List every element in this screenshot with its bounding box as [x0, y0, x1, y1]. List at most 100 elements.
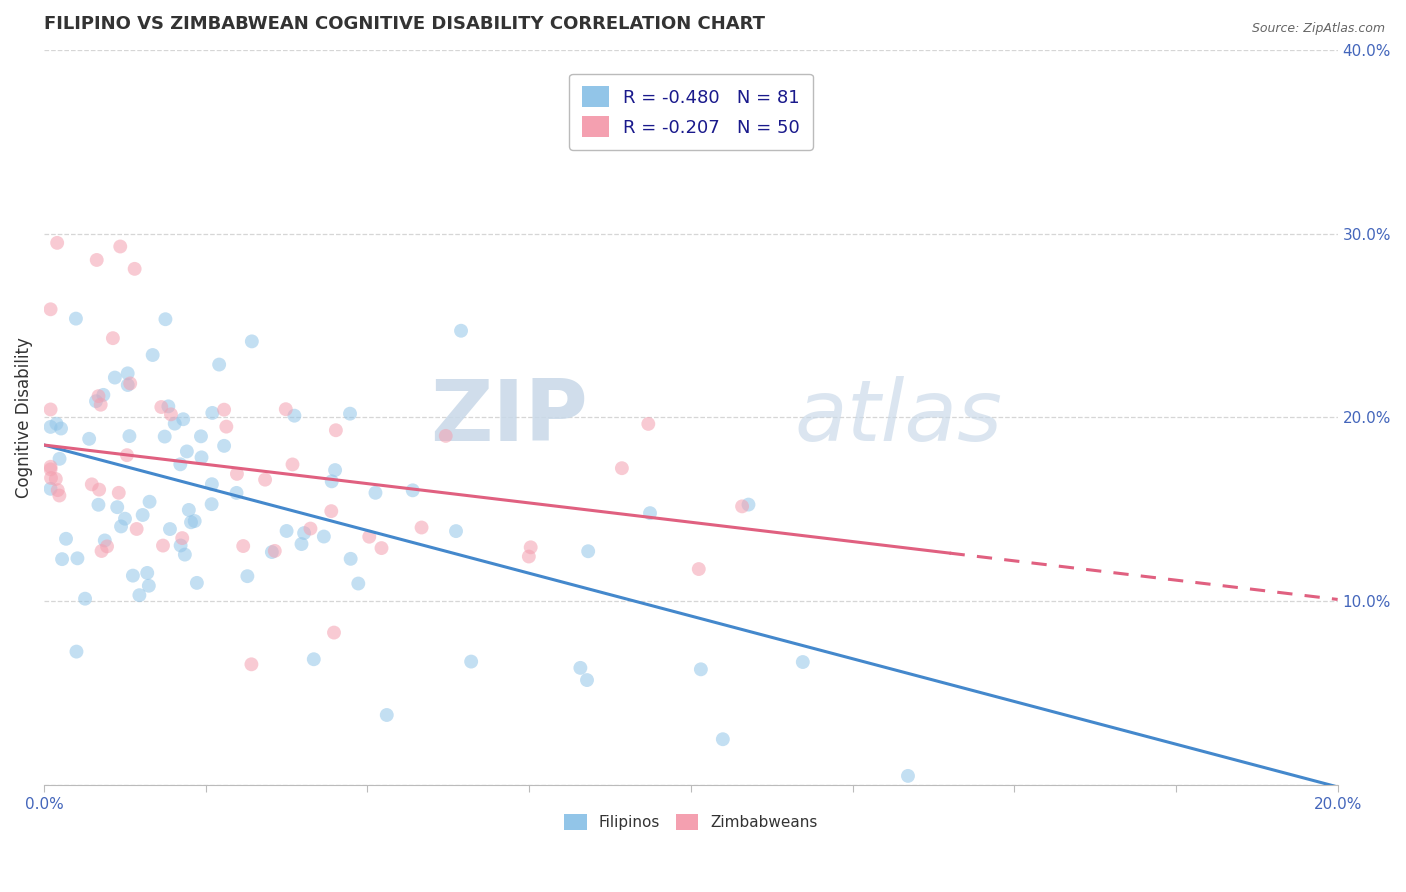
Point [163, 417, 186, 431]
Text: atlas: atlas [794, 376, 1002, 459]
Point [283, 409, 305, 423]
Point [87, 498, 110, 512]
Point [711, 732, 734, 747]
Point [155, 312, 177, 326]
Point [172, 412, 194, 426]
Point [402, 483, 425, 498]
Point [208, 358, 231, 372]
Point [302, 652, 325, 666]
Point [110, 519, 132, 533]
Point [172, 531, 194, 545]
Point [104, 370, 127, 384]
Point [576, 673, 599, 687]
Point [240, 334, 263, 349]
Point [519, 541, 541, 555]
Point [190, 450, 212, 465]
Point [411, 520, 433, 534]
Point [39, 402, 62, 417]
Point [180, 516, 202, 530]
Point [39, 420, 62, 434]
Point [517, 549, 540, 564]
Point [157, 400, 180, 414]
Point [51, 552, 73, 566]
Point [101, 331, 124, 345]
Point [48, 489, 70, 503]
Point [450, 324, 472, 338]
Point [225, 486, 247, 500]
Point [576, 544, 599, 558]
Point [39, 302, 62, 317]
Point [55, 532, 77, 546]
Point [89, 483, 111, 497]
Point [347, 576, 370, 591]
Point [118, 429, 141, 443]
Legend: Filipinos, Zimbabweans: Filipinos, Zimbabweans [558, 808, 824, 837]
Point [215, 419, 238, 434]
Point [122, 568, 145, 582]
Point [281, 458, 304, 472]
Point [90, 398, 112, 412]
Point [117, 378, 139, 392]
Point [39, 482, 62, 496]
Text: FILIPINO VS ZIMBABWEAN COGNITIVE DISABILITY CORRELATION CHART: FILIPINO VS ZIMBABWEAN COGNITIVE DISABIL… [44, 15, 765, 33]
Point [254, 473, 277, 487]
Point [321, 475, 343, 489]
Text: Source: ZipAtlas.com: Source: ZipAtlas.com [1251, 22, 1385, 36]
Point [292, 526, 315, 541]
Point [90, 544, 112, 558]
Point [312, 529, 335, 543]
Point [325, 423, 347, 437]
Point [460, 655, 482, 669]
Point [125, 522, 148, 536]
Point [226, 467, 249, 481]
Point [370, 541, 392, 555]
Point [276, 524, 298, 538]
Point [364, 485, 387, 500]
Point [169, 539, 191, 553]
Point [150, 400, 173, 414]
Point [142, 348, 165, 362]
Point [201, 477, 224, 491]
Point [152, 539, 174, 553]
Point [173, 548, 195, 562]
Point [96, 540, 118, 554]
Point [434, 429, 457, 443]
Point [186, 575, 208, 590]
Point [114, 512, 136, 526]
Point [444, 524, 467, 538]
Point [160, 407, 183, 421]
Point [128, 588, 150, 602]
Y-axis label: Cognitive Disability: Cognitive Disability [15, 337, 32, 498]
Point [131, 508, 153, 522]
Point [177, 503, 200, 517]
Point [339, 407, 361, 421]
Point [212, 402, 235, 417]
Point [94, 533, 117, 548]
Point [86, 252, 108, 267]
Point [637, 417, 659, 431]
Point [212, 439, 235, 453]
Point [260, 545, 283, 559]
Point [45, 417, 67, 431]
Point [183, 514, 205, 528]
Point [120, 376, 142, 391]
Point [110, 239, 132, 253]
Point [65, 311, 87, 326]
Point [169, 458, 191, 472]
Point [240, 657, 263, 672]
Point [93, 388, 115, 402]
Point [201, 406, 224, 420]
Text: ZIP: ZIP [430, 376, 588, 459]
Point [115, 448, 138, 462]
Point [45, 472, 67, 486]
Point [39, 471, 62, 485]
Point [176, 444, 198, 458]
Point [46, 483, 69, 497]
Point [39, 462, 62, 476]
Point [323, 625, 346, 640]
Point [66, 551, 89, 566]
Point [290, 537, 312, 551]
Point [48, 451, 70, 466]
Point [375, 708, 398, 723]
Point [46, 235, 69, 250]
